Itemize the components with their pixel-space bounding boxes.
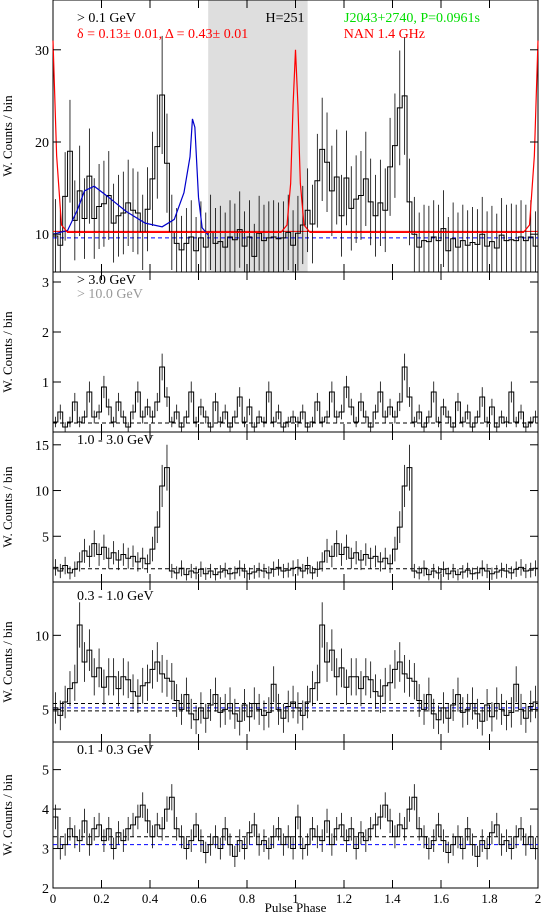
y-axis-label: W. Counts / bin bbox=[0, 311, 15, 393]
y-axis-label: W. Counts / bin bbox=[0, 95, 15, 177]
panel-annotation: > 3.0 GeV bbox=[77, 273, 136, 288]
x-tick-label: 1 bbox=[292, 891, 299, 906]
panel-2: 1 2 3 W. Counts / bin > 3.0 GeV> 10.0 GeV bbox=[0, 271, 539, 433]
panel-frame bbox=[52, 581, 539, 743]
histogram-series bbox=[53, 366, 538, 428]
panel-annotation: H=251 bbox=[265, 11, 304, 26]
histogram-series bbox=[53, 467, 538, 576]
x-tick-label: 0.2 bbox=[93, 891, 109, 906]
gamma-fit-curve bbox=[52, 118, 209, 236]
y-tick-label: 3 bbox=[42, 843, 49, 858]
panel-frame bbox=[52, 741, 539, 889]
x-tick-label: 1.8 bbox=[481, 891, 497, 906]
panel-4: 5 10 W. Counts / bin 0.3 - 1.0 GeV bbox=[0, 581, 539, 743]
radio-profile-curve bbox=[52, 40, 539, 233]
x-tick-label: 2 bbox=[535, 891, 542, 906]
y-tick-label: 4 bbox=[42, 803, 49, 818]
y-tick-label: 5 bbox=[42, 530, 49, 545]
y-tick-label: 1 bbox=[42, 376, 49, 391]
panel-annotation: J2043+2740, P=0.0961s bbox=[344, 11, 480, 26]
histogram-series bbox=[53, 94, 538, 257]
y-tick-label: 5 bbox=[42, 703, 49, 718]
x-tick-label: 1.2 bbox=[336, 891, 352, 906]
x-tick-label: 0.8 bbox=[239, 891, 255, 906]
off-pulse-shaded-region bbox=[208, 0, 308, 272]
x-tick-label: 1.6 bbox=[433, 891, 450, 906]
y-axis-label: W. Counts / bin bbox=[0, 621, 15, 703]
panel-3: 5 10 15 W. Counts / bin 1.0 - 3.0 GeV bbox=[0, 431, 539, 583]
y-tick-label: 3 bbox=[42, 276, 49, 291]
x-tick-label: 0.6 bbox=[190, 891, 207, 906]
panel-annotation: 0.3 - 1.0 GeV bbox=[77, 589, 154, 604]
panel-annotation: > 10.0 GeV bbox=[77, 287, 143, 302]
panel-annotation: 1.0 - 3.0 GeV bbox=[77, 433, 154, 448]
y-tick-label: 10 bbox=[35, 485, 49, 500]
panel-annotation: 0.1 - 0.3 GeV bbox=[77, 743, 154, 758]
y-tick-label: 15 bbox=[35, 439, 49, 454]
panel-1: 10 20 30 W. Counts / bin > 0.1 GeV H=251 J2043… bbox=[0, 0, 539, 273]
y-tick-label: 2 bbox=[42, 882, 49, 897]
y-axis-label: W. Counts / bin bbox=[0, 466, 15, 548]
y-tick-label: 2 bbox=[42, 326, 49, 341]
x-tick-label: 0.4 bbox=[142, 891, 159, 906]
panel-annotation: NAN 1.4 GHz bbox=[344, 27, 425, 42]
histogram-series bbox=[53, 796, 538, 857]
y-axis-label: W. Counts / bin bbox=[0, 774, 15, 856]
x-tick-label: 1.4 bbox=[384, 891, 401, 906]
y-tick-label: 10 bbox=[35, 629, 49, 644]
x-axis-label: Pulse Phase bbox=[265, 900, 327, 914]
histogram-series bbox=[53, 624, 538, 722]
panel-frame bbox=[52, 431, 539, 583]
y-tick-label: 30 bbox=[35, 44, 49, 59]
panel-annotation: > 0.1 GeV bbox=[77, 11, 136, 26]
panel-5: 2 3 4 5 0 0.2 0.4 0.6 0.8 1 1.2 1.4 1.6 1.8 2 W. Counts… bbox=[0, 741, 542, 914]
y-tick-label: 10 bbox=[35, 228, 49, 243]
x-tick-label: 0 bbox=[50, 891, 57, 906]
y-tick-label: 5 bbox=[42, 764, 49, 779]
y-tick-label: 20 bbox=[35, 136, 49, 151]
panel-annotation: δ = 0.13± 0.01, Δ = 0.43± 0.01 bbox=[77, 27, 248, 42]
